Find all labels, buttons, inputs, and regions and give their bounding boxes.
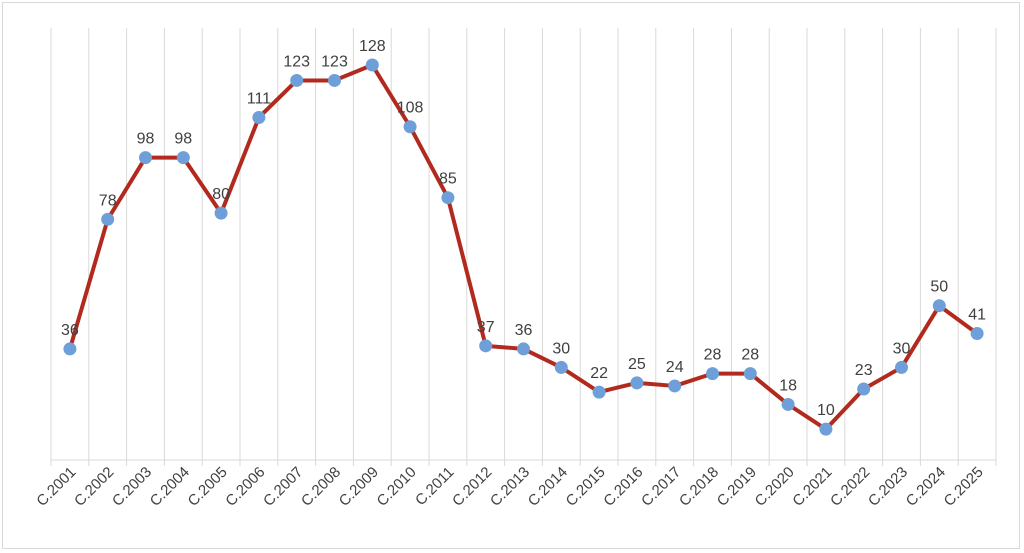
data-label: 22 (590, 365, 608, 382)
data-point (176, 151, 190, 165)
data-label: 37 (477, 319, 495, 336)
data-label: 28 (741, 347, 759, 364)
x-tick-label: C.2019 (714, 464, 760, 510)
x-tick-label: C.2006 (222, 464, 268, 510)
data-label: 28 (704, 347, 722, 364)
data-point (101, 212, 115, 226)
x-tick-label: C.2016 (600, 464, 646, 510)
data-point (479, 339, 493, 353)
data-point (668, 379, 682, 393)
x-tick-label: C.2023 (865, 464, 911, 510)
data-point (895, 360, 908, 374)
data-label: 123 (283, 53, 310, 70)
data-point (252, 110, 266, 124)
data-point (630, 376, 644, 390)
x-tick-label: C.2003 (109, 464, 155, 510)
data-label: 80 (212, 186, 230, 203)
x-tick-label: C.2018 (676, 464, 722, 510)
data-point (932, 299, 946, 313)
data-point (706, 367, 719, 381)
data-label: 98 (174, 131, 192, 148)
x-tick-label: C.2004 (147, 464, 193, 510)
x-tick-label: C.2009 (336, 464, 382, 510)
x-tick-label: C.2017 (638, 464, 684, 510)
data-point (554, 360, 568, 374)
data-point (328, 73, 341, 87)
data-point (970, 326, 984, 340)
data-label: 36 (515, 322, 533, 339)
data-label: 50 (930, 279, 948, 296)
x-tick-label: C.2011 (412, 464, 457, 509)
x-tick-label: C.2005 (185, 464, 231, 510)
data-labels: 36 78 98 98 80 111 123 123 128 108 85 37 36 30 22 25 24 2… (61, 38, 986, 419)
x-tick-label: C.2010 (374, 464, 420, 510)
data-markers (63, 58, 984, 436)
x-tick-label: C.2020 (752, 464, 798, 510)
data-point (290, 73, 304, 87)
x-tick-label: C.2012 (449, 464, 495, 510)
x-tick-label: C.2002 (71, 464, 117, 510)
data-label: 25 (628, 356, 646, 373)
data-label: 123 (321, 53, 348, 70)
data-point (365, 58, 379, 72)
series-line (67, 63, 979, 432)
data-point (441, 191, 455, 205)
data-point (819, 422, 833, 436)
x-tick-label: C.2013 (487, 464, 533, 510)
x-tick-label: C.2014 (525, 464, 571, 510)
data-label: 30 (893, 340, 911, 357)
x-tick-label: C.2021 (789, 464, 835, 510)
data-point (139, 151, 152, 165)
data-label: 10 (817, 402, 835, 419)
data-point (781, 397, 795, 411)
data-label: 36 (61, 322, 79, 339)
data-label: 128 (359, 38, 386, 55)
data-label: 98 (137, 131, 155, 148)
data-point (517, 342, 530, 356)
data-label: 24 (666, 359, 684, 376)
x-tick-label: C.2024 (903, 464, 949, 510)
x-tick-labels: C.2001C.2002C.2003C.2004C.2005C.2006C.20… (33, 464, 986, 510)
data-point (857, 382, 871, 396)
data-label: 41 (968, 306, 986, 323)
x-tick-label: C.2015 (563, 464, 609, 510)
data-label: 111 (247, 90, 271, 107)
data-label: 108 (397, 100, 424, 117)
x-tick-label: C.2022 (827, 464, 873, 510)
data-label: 30 (552, 340, 570, 357)
data-point (214, 206, 228, 220)
x-tick-label: C.2025 (941, 464, 987, 510)
gridlines (50, 28, 997, 466)
data-label: 23 (855, 362, 873, 379)
data-point (743, 367, 757, 381)
data-point (592, 385, 606, 399)
x-tick-label: C.2007 (260, 464, 306, 510)
data-point (403, 120, 417, 134)
data-label: 18 (779, 377, 797, 394)
data-label: 85 (439, 171, 457, 188)
x-tick-label: C.2008 (298, 464, 344, 510)
x-tick-label: C.2001 (33, 464, 79, 510)
data-label: 78 (99, 192, 117, 209)
data-point (63, 342, 77, 356)
